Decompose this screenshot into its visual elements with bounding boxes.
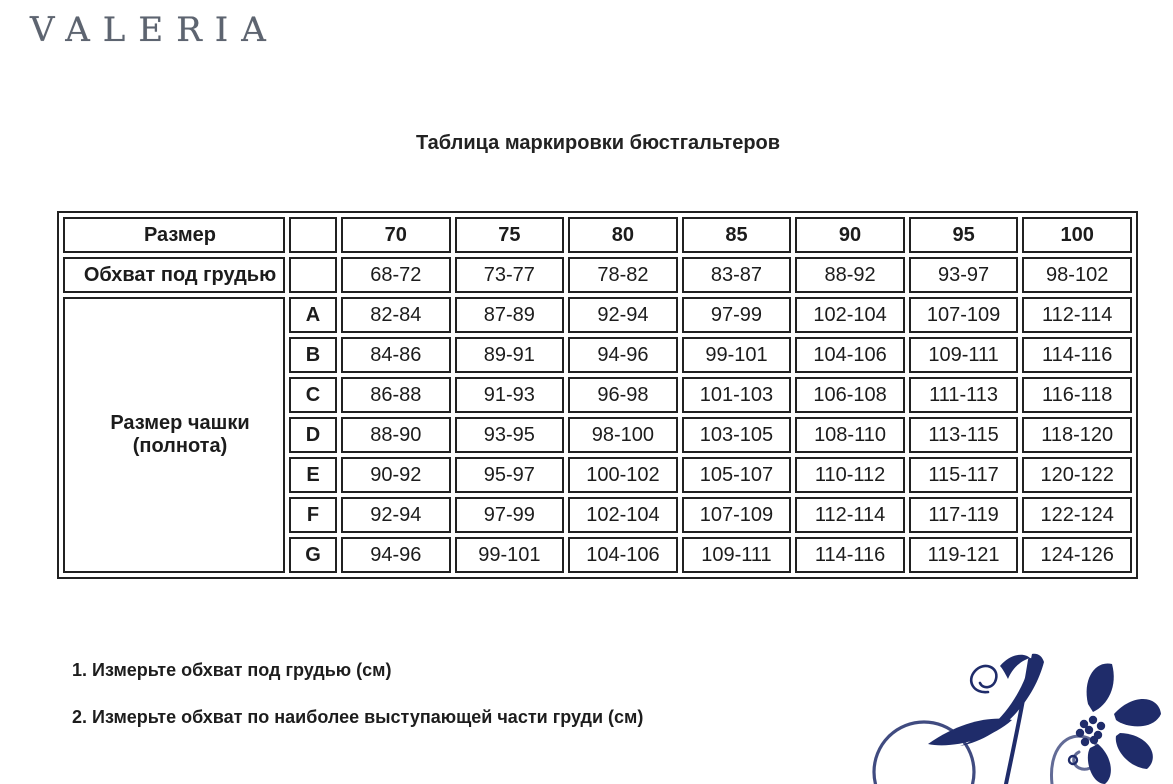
measurement-cell: 117-119 <box>908 497 1019 533</box>
underbust-value-cell: 88-92 <box>795 257 905 293</box>
measurement-cell: 114-116 <box>795 537 905 573</box>
underbust-value-cell: 98-102 <box>1022 257 1132 293</box>
measurement-cell: 99-101 <box>681 337 792 373</box>
measurement-cell: 107-109 <box>681 497 792 533</box>
measurement-cell: 116-118 <box>1022 377 1132 413</box>
measurement-cell: 109-111 <box>681 537 792 573</box>
measurement-instructions: 1. Измерьте обхват под грудью (см) 2. Из… <box>72 660 643 754</box>
cup-letter-cell: D <box>289 417 337 453</box>
measurement-cell: 119-121 <box>908 537 1019 573</box>
instruction-step-2: 2. Измерьте обхват по наиболее выступающ… <box>72 707 644 727</box>
measurement-cell: 110-112 <box>795 457 905 493</box>
measurement-cell: 84-86 <box>341 337 451 373</box>
cup-row: Размер чашки (полнота) A 82-84 87-89 92-94 97… <box>63 297 1132 573</box>
measurement-cell: 94-96 <box>341 537 451 573</box>
measurement-cell: 95-97 <box>454 457 565 493</box>
empty-cell <box>289 257 337 293</box>
size-header-row: Размер 70 75 80 85 90 95 100 <box>63 217 1132 253</box>
cup-row: G 94-96 99-101 104-106 109-111 114-116 119-121… <box>63 537 1132 573</box>
underbust-row-label-cell: Обхват под грудью <box>63 257 285 293</box>
measurement-cell: 94-96 <box>568 337 678 373</box>
underbust-value-cell: 73-77 <box>454 257 565 293</box>
measurement-cell: 108-110 <box>795 417 905 453</box>
measurement-cell: 115-117 <box>908 457 1019 493</box>
measurement-cell: 109-111 <box>908 337 1019 373</box>
measurement-cell: 91-93 <box>454 377 565 413</box>
cup-letter-cell: F <box>289 497 337 533</box>
measurement-cell: 93-95 <box>454 417 565 453</box>
cup-row: E 90-92 95-97 100-102 105-107 110-112 115-117 1… <box>63 457 1132 493</box>
cup-row: D 88-90 93-95 98-100 103-105 108-110 113-115 11… <box>63 417 1132 453</box>
measurement-cell: 118-120 <box>1022 417 1132 453</box>
cup-letter-cell: A <box>289 297 337 333</box>
underbust-value-cell: 83-87 <box>681 257 792 293</box>
measurement-cell: 101-103 <box>681 377 792 413</box>
measurement-cell: 98-100 <box>568 417 678 453</box>
corner-cell <box>289 217 337 253</box>
measurement-cell: 97-99 <box>454 497 565 533</box>
measurement-cell: 113-115 <box>908 417 1019 453</box>
measurement-cell: 114-116 <box>1022 337 1132 373</box>
measurement-cell: 86-88 <box>341 377 451 413</box>
size-row-label-cell: Размер <box>63 217 285 253</box>
measurement-cell: 105-107 <box>681 457 792 493</box>
size-header-cell: 80 <box>568 217 678 253</box>
size-header-cell: 70 <box>341 217 451 253</box>
measurement-cell: 103-105 <box>681 417 792 453</box>
underbust-value-cell: 93-97 <box>908 257 1019 293</box>
cup-row: C 86-88 91-93 96-98 101-103 106-108 111-113 116… <box>63 377 1132 413</box>
measurement-cell: 90-92 <box>341 457 451 493</box>
measurement-cell: 104-106 <box>795 337 905 373</box>
measurement-cell: 107-109 <box>908 297 1019 333</box>
measurement-cell: 100-102 <box>568 457 678 493</box>
cup-row: F 92-94 97-99 102-104 107-109 112-114 117-119 1… <box>63 497 1132 533</box>
measurement-cell: 102-104 <box>795 297 905 333</box>
bra-size-table: Размер 70 75 80 85 90 95 100 Обхват под грудью 68… <box>57 211 1138 579</box>
underbust-value-cell: 68-72 <box>341 257 451 293</box>
measurement-cell: 96-98 <box>568 377 678 413</box>
floral-ornament-icon <box>872 653 1161 784</box>
measurement-cell: 120-122 <box>1022 457 1132 493</box>
cup-letter-cell: E <box>289 457 337 493</box>
measurement-cell: 82-84 <box>341 297 451 333</box>
cup-size-label-cell: Размер чашки (полнота) <box>63 297 285 573</box>
size-header-cell: 90 <box>795 217 905 253</box>
measurement-cell: 122-124 <box>1022 497 1132 533</box>
measurement-cell: 89-91 <box>454 337 565 373</box>
page-title: Таблица маркировки бюстгальтеров <box>415 132 781 154</box>
size-header-cell: 95 <box>908 217 1019 253</box>
brand-logo: VALERIA <box>30 10 279 50</box>
measurement-cell: 97-99 <box>681 297 792 333</box>
measurement-cell: 111-113 <box>908 377 1019 413</box>
size-header-cell: 100 <box>1022 217 1132 253</box>
measurement-cell: 112-114 <box>1022 297 1132 333</box>
size-header-cell: 75 <box>454 217 565 253</box>
measurement-cell: 88-90 <box>341 417 451 453</box>
cup-letter-cell: C <box>289 377 337 413</box>
measurement-cell: 124-126 <box>1022 537 1132 573</box>
underbust-value-cell: 78-82 <box>568 257 678 293</box>
underbust-row: Обхват под грудью 68-72 73-77 78-82 83-87 88-… <box>63 257 1132 293</box>
cup-row: B 84-86 89-91 94-96 99-101 104-106 109-111 114-… <box>63 337 1132 373</box>
measurement-cell: 102-104 <box>568 497 678 533</box>
cup-letter-cell: G <box>289 537 337 573</box>
size-header-cell: 85 <box>681 217 792 253</box>
measurement-cell: 106-108 <box>795 377 905 413</box>
measurement-cell: 92-94 <box>341 497 451 533</box>
measurement-cell: 92-94 <box>568 297 678 333</box>
measurement-cell: 87-89 <box>454 297 565 333</box>
measurement-cell: 112-114 <box>795 497 905 533</box>
instruction-step-1: 1. Измерьте обхват под грудью (см) <box>72 660 392 680</box>
cup-letter-cell: B <box>289 337 337 373</box>
measurement-cell: 99-101 <box>454 537 565 573</box>
measurement-cell: 104-106 <box>568 537 678 573</box>
